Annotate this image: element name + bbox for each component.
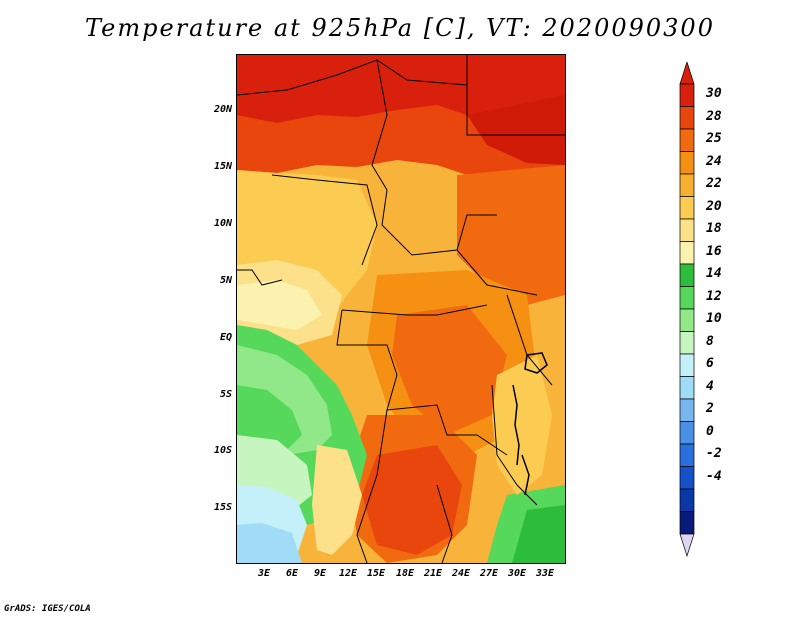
colorbar-label: 18 — [706, 221, 722, 237]
lon-label: 12E — [338, 568, 358, 579]
country-borders — [237, 55, 565, 563]
temperature-map — [236, 54, 566, 564]
lon-label: 21E — [423, 568, 443, 579]
lon-label: 33E — [535, 568, 555, 579]
lat-label: 15N — [213, 161, 232, 172]
colorbar-segment — [679, 263, 695, 287]
colorbar-label: 8 — [706, 333, 714, 349]
lat-label: 20N — [213, 104, 232, 115]
lat-label: 5S — [219, 389, 232, 400]
colorbar-segment — [679, 488, 695, 512]
colorbar-label: 10 — [706, 311, 722, 327]
coastal-strip-zone — [312, 445, 362, 555]
colorbar-label: 14 — [706, 266, 722, 282]
colorbar-segment — [679, 173, 695, 197]
atlantic-blue-zone — [237, 523, 302, 563]
colorbar-segment — [679, 151, 695, 175]
colorbar-bottom-arrow — [679, 533, 695, 558]
lake-outlines — [512, 352, 548, 496]
colorbar-segment — [679, 353, 695, 377]
colorbar-label: 20 — [706, 198, 722, 214]
colorbar-label: 25 — [706, 131, 722, 147]
colorbar-segment — [679, 106, 695, 130]
colorbar-label: 28 — [706, 108, 722, 124]
colorbar — [679, 62, 695, 558]
angola-hot-zone — [362, 445, 462, 555]
colorbar-segment — [679, 421, 695, 445]
lat-label: 10N — [213, 218, 232, 229]
colorbar-segment — [679, 286, 695, 310]
colorbar-segment — [679, 196, 695, 220]
southeast-dark-green-zone — [512, 505, 565, 563]
colorbar-label: 4 — [706, 378, 714, 394]
colorbar-segment — [679, 83, 695, 107]
lon-label: 18E — [395, 568, 415, 579]
lat-label: 10S — [213, 445, 232, 456]
colorbar-segment — [679, 511, 695, 535]
sudan-hot-zone — [467, 95, 565, 165]
colorbar-segment — [679, 376, 695, 400]
lon-label: 9E — [313, 568, 327, 579]
lon-label: 30E — [507, 568, 527, 579]
colorbar-label: 12 — [706, 288, 722, 304]
colorbar-label: 24 — [706, 153, 722, 169]
colorbar-label: 16 — [706, 243, 722, 259]
east-highlands-zone — [492, 355, 552, 495]
lon-label: 6E — [285, 568, 299, 579]
lat-label: 15S — [213, 502, 232, 513]
lon-label: 27E — [479, 568, 499, 579]
map-title: Temperature at 925hPa [C], VT: 202009030… — [85, 14, 715, 42]
colorbar-segment — [679, 128, 695, 152]
colorbar-label: 6 — [706, 356, 714, 372]
lat-label: 5N — [219, 275, 232, 286]
colorbar-label: 0 — [706, 423, 714, 439]
colorbar-label: -2 — [706, 446, 722, 462]
atlantic-mid-green-zone — [237, 385, 302, 450]
colorbar-label: -4 — [706, 468, 722, 484]
coastal-cool-zone — [237, 280, 322, 330]
colorbar-top-arrow — [679, 62, 695, 85]
lon-label: 15E — [366, 568, 386, 579]
colorbar-label: 30 — [706, 86, 722, 102]
lon-label: 3E — [257, 568, 271, 579]
credit-text: GrADS: IGES/COLA — [4, 604, 91, 614]
colorbar-segment — [679, 308, 695, 332]
lat-label: EQ — [219, 332, 232, 343]
colorbar-segment — [679, 218, 695, 242]
colorbar-segment — [679, 466, 695, 490]
east-orange-zone — [457, 165, 565, 305]
colorbar-segment — [679, 443, 695, 467]
colorbar-segment — [679, 331, 695, 355]
colorbar-label: 22 — [706, 176, 722, 192]
colorbar-segment — [679, 241, 695, 265]
lon-label: 24E — [451, 568, 471, 579]
central-orange-zone — [392, 305, 507, 435]
colorbar-label: 2 — [706, 401, 714, 417]
colorbar-segment — [679, 398, 695, 422]
